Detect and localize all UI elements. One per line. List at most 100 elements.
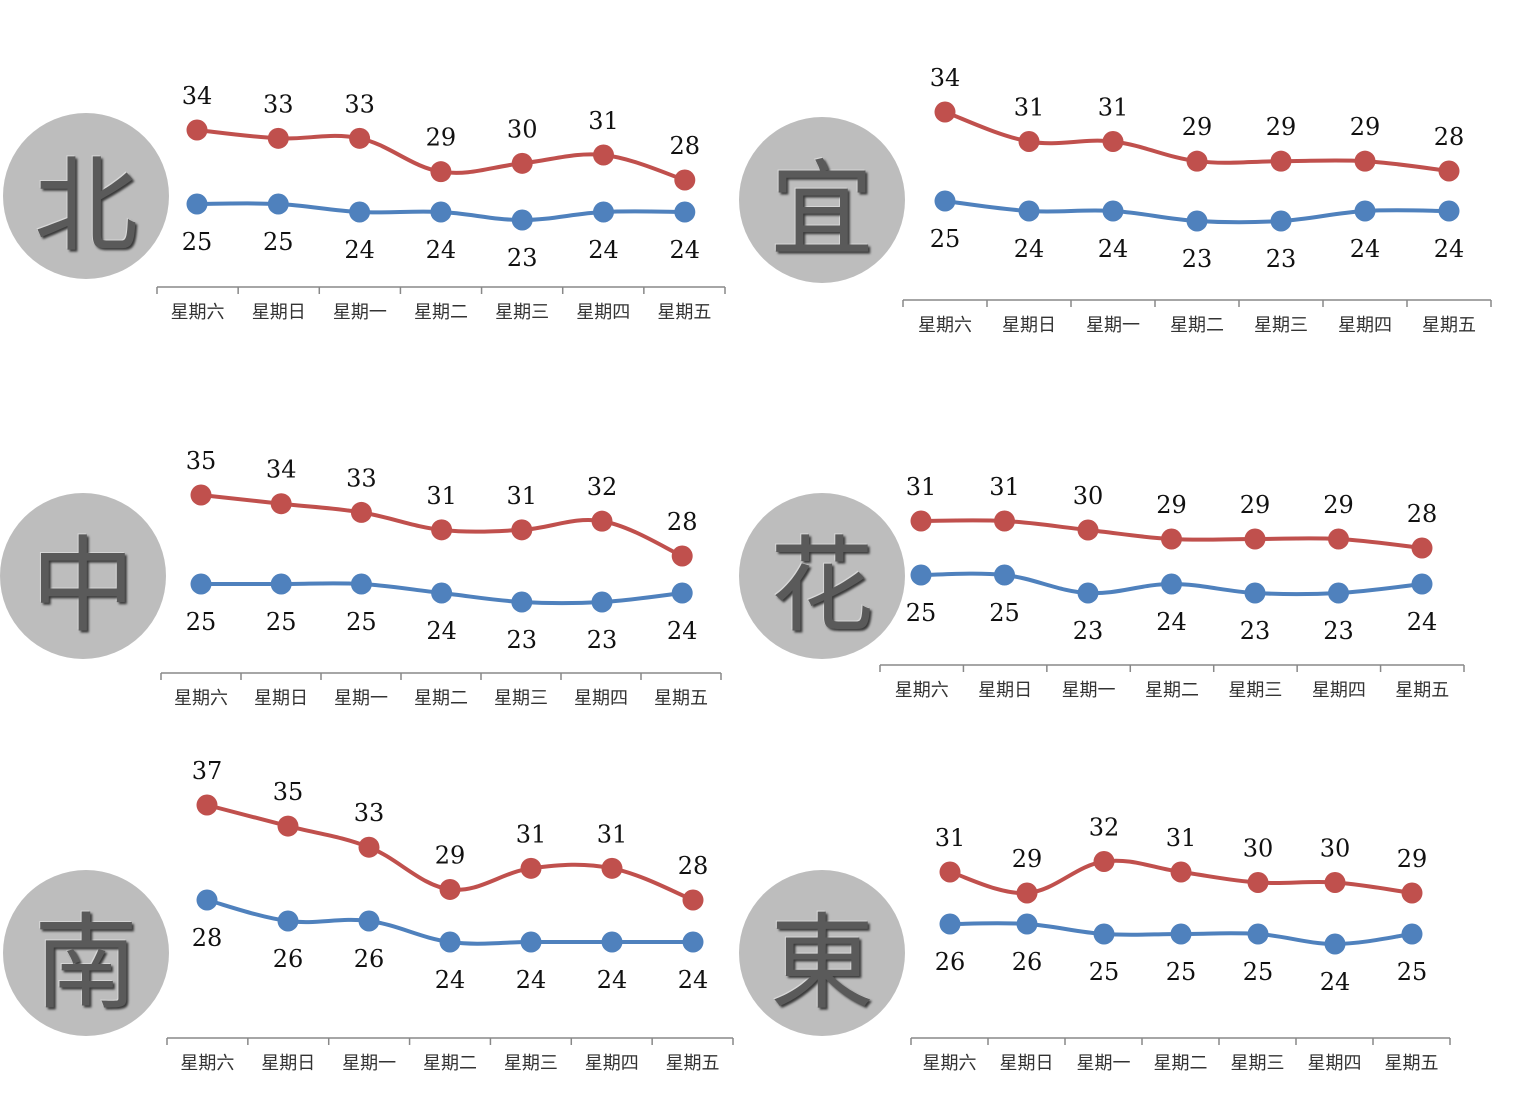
- low-data-label: 23: [1182, 245, 1213, 273]
- high-data-label: 29: [1397, 845, 1428, 873]
- x-tick-label: 星期二: [423, 1053, 477, 1074]
- low-data-point: [1247, 923, 1269, 945]
- low-data-label: 25: [182, 228, 213, 256]
- x-tick-label: 星期二: [1145, 680, 1199, 701]
- low-data-point: [1411, 573, 1433, 595]
- high-data-point: [1247, 872, 1269, 893]
- low-data-point: [1161, 573, 1182, 595]
- region-badge: 東: [739, 870, 905, 1036]
- low-data-label: 24: [1014, 235, 1045, 263]
- high-data-label: 29: [1156, 491, 1187, 519]
- low-data-point: [1354, 200, 1376, 222]
- low-data-point: [277, 910, 299, 932]
- low-data-point: [1270, 210, 1292, 232]
- low-data-label: 24: [1156, 608, 1187, 636]
- high-data-point: [1324, 872, 1346, 893]
- high-data-label: 31: [597, 820, 628, 848]
- low-data-point: [196, 889, 218, 911]
- high-data-label: 33: [344, 90, 375, 118]
- low-data-point: [1018, 200, 1040, 222]
- high-data-point: [939, 861, 961, 883]
- x-tick-label: 星期五: [654, 688, 708, 709]
- low-data-label: 24: [1407, 608, 1438, 636]
- low-data-label: 24: [670, 236, 701, 264]
- low-data-point: [1324, 933, 1346, 955]
- low-data-point: [520, 931, 542, 953]
- low-data-label: 24: [667, 617, 698, 645]
- high-data-label: 29: [1012, 845, 1043, 873]
- high-data-label: 32: [587, 473, 618, 501]
- low-data-label: 25: [1089, 958, 1120, 986]
- high-data-point: [431, 519, 453, 541]
- high-data-label: 31: [906, 473, 937, 501]
- high-data-point: [593, 144, 614, 166]
- high-data-point: [671, 545, 693, 567]
- high-data-point: [934, 101, 956, 123]
- high-data-point: [591, 510, 613, 532]
- x-tick-label: 星期六: [918, 315, 972, 336]
- x-tick-label: 星期五: [657, 302, 711, 323]
- low-data-label: 23: [587, 626, 618, 654]
- high-data-point: [682, 889, 704, 911]
- x-tick-label: 星期一: [333, 302, 387, 323]
- low-data-point: [1244, 582, 1266, 604]
- high-data-label: 28: [667, 508, 698, 536]
- low-data-label: 24: [1320, 968, 1351, 996]
- high-data-point: [349, 127, 371, 149]
- high-data-label: 31: [507, 482, 538, 510]
- x-tick-label: 星期一: [1062, 680, 1116, 701]
- low-data-point: [671, 582, 693, 604]
- high-data-label: 32: [1089, 814, 1120, 842]
- x-tick-label: 星期四: [1312, 680, 1366, 701]
- low-data-point: [1186, 210, 1208, 232]
- high-data-label: 28: [1407, 500, 1438, 528]
- x-tick-label: 星期六: [174, 688, 228, 709]
- high-data-label: 28: [678, 852, 709, 880]
- low-data-point: [511, 209, 533, 231]
- high-data-label: 31: [1098, 94, 1129, 122]
- high-data-point: [190, 484, 212, 506]
- high-data-label: 35: [186, 447, 217, 475]
- high-data-label: 29: [1182, 113, 1213, 141]
- x-tick-label: 星期四: [1308, 1053, 1362, 1074]
- high-data-label: 37: [192, 757, 223, 785]
- low-data-point: [1102, 200, 1124, 222]
- low-data-label: 24: [588, 236, 619, 264]
- low-data-label: 25: [346, 608, 377, 636]
- high-data-point: [1438, 160, 1460, 182]
- region-label: 北: [33, 144, 138, 267]
- region-badge: 花: [739, 493, 905, 659]
- high-data-point: [196, 794, 218, 816]
- low-data-point: [1438, 200, 1460, 222]
- x-tick-label: 星期二: [1170, 315, 1224, 336]
- low-data-point: [350, 573, 372, 595]
- high-data-point: [1354, 150, 1376, 172]
- low-data-label: 24: [435, 966, 466, 994]
- low-data-label: 25: [266, 608, 297, 636]
- high-data-point: [277, 815, 299, 837]
- low-data-label: 24: [597, 966, 628, 994]
- low-data-point: [1401, 923, 1423, 945]
- high-data-label: 31: [989, 473, 1020, 501]
- low-data-label: 24: [1350, 235, 1381, 263]
- high-data-label: 33: [263, 90, 294, 118]
- low-data-point: [1093, 923, 1115, 945]
- high-data-point: [1093, 851, 1115, 872]
- high-data-label: 30: [1073, 482, 1104, 510]
- x-tick-label: 星期五: [666, 1053, 720, 1074]
- x-tick-label: 星期三: [1231, 1053, 1285, 1074]
- high-data-label: 31: [516, 820, 547, 848]
- x-tick-label: 星期二: [414, 688, 468, 709]
- low-data-point: [270, 573, 292, 595]
- high-data-point: [1244, 528, 1266, 550]
- low-data-label: 25: [989, 599, 1020, 627]
- x-tick-label: 星期日: [254, 688, 308, 709]
- high-data-label: 33: [354, 799, 385, 827]
- x-tick-label: 星期日: [1002, 315, 1056, 336]
- low-data-point: [593, 201, 614, 223]
